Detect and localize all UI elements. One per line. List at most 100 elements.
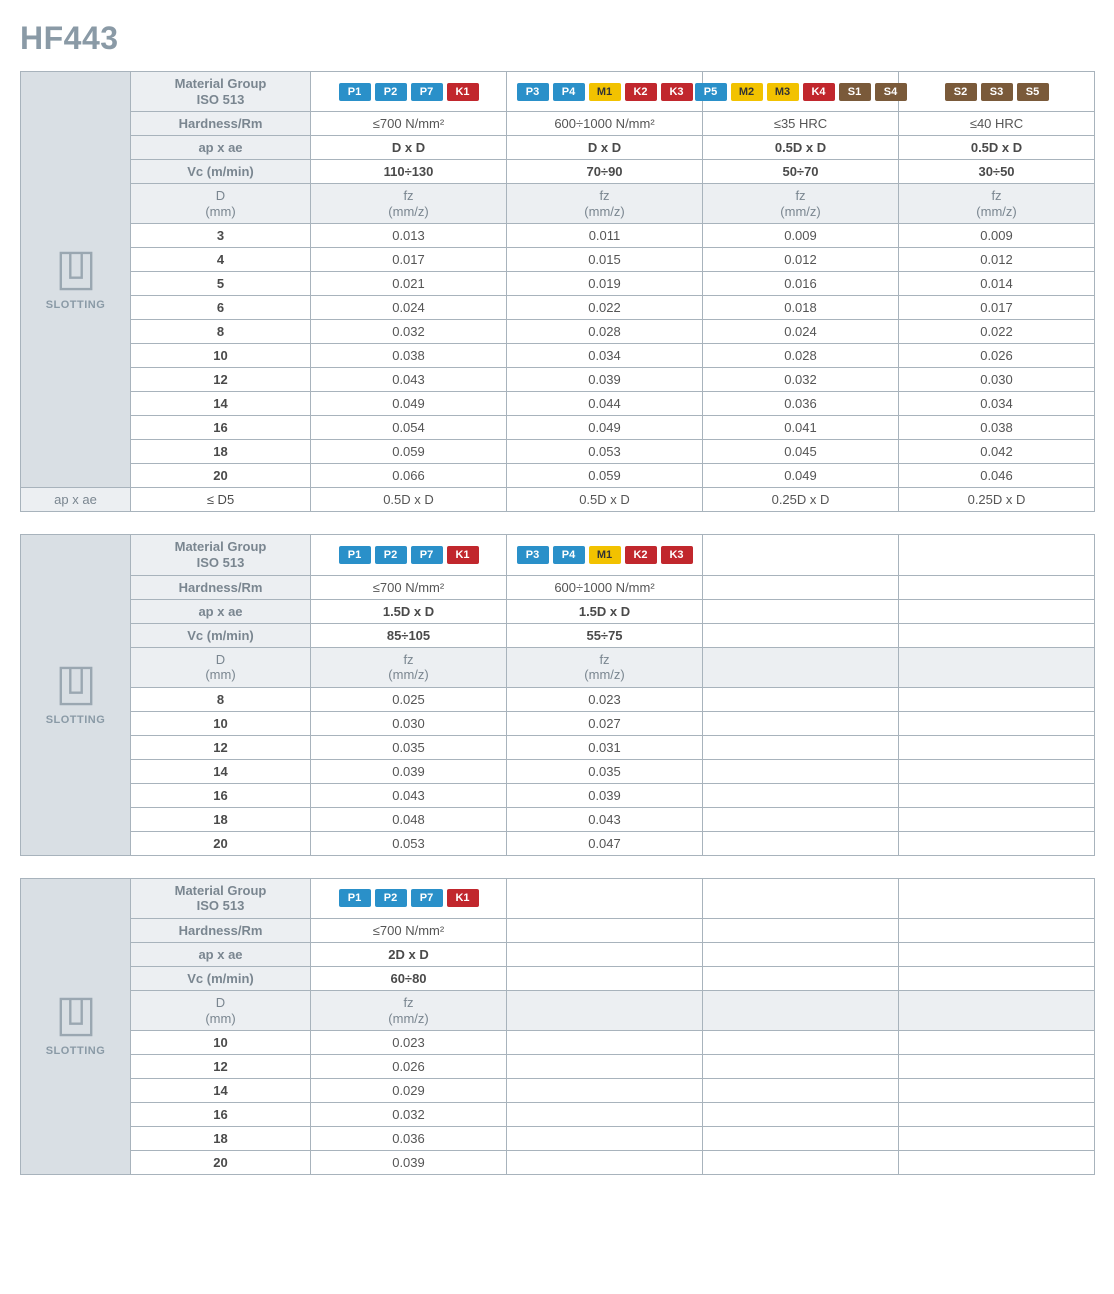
cell-D: 8 [131, 687, 311, 711]
cell-fz: 0.034 [899, 392, 1095, 416]
cell-fz [899, 1127, 1095, 1151]
cell-fz [899, 783, 1095, 807]
badge-K2: K2 [625, 546, 657, 564]
cell-fz: 0.039 [507, 783, 703, 807]
cell-fz [703, 807, 899, 831]
cell-hardness [703, 575, 899, 599]
cell-fz: 0.053 [507, 440, 703, 464]
material-badges: P3P4M1K2K3 [507, 535, 703, 575]
cell-fz: 0.038 [899, 416, 1095, 440]
cell-hardness: ≤700 N/mm² [311, 112, 507, 136]
cell-D: 10 [131, 711, 311, 735]
cell-fz: 0.049 [311, 392, 507, 416]
cell-vc: 110÷130 [311, 160, 507, 184]
badge-K2: K2 [625, 83, 657, 101]
cell-D: 20 [131, 1151, 311, 1175]
cell-fz: 0.024 [311, 296, 507, 320]
badge-S2: S2 [945, 83, 977, 101]
label-fz: fz(mm/z) [507, 184, 703, 224]
badge-P5: P5 [695, 83, 727, 101]
badge-P2: P2 [375, 889, 407, 907]
cell-fz: 0.016 [703, 272, 899, 296]
material-badges [899, 535, 1095, 575]
cell-fz: 0.027 [507, 711, 703, 735]
cell-fz [703, 1079, 899, 1103]
cell-fz: 0.021 [311, 272, 507, 296]
cell-fz [899, 831, 1095, 855]
cell-apae: 0.5D x D [703, 136, 899, 160]
cell-vc: 60÷80 [311, 966, 507, 990]
label-fz: fz(mm/z) [311, 184, 507, 224]
label-vc: Vc (m/min) [131, 966, 311, 990]
slotting-label: SLOTTING [46, 299, 106, 311]
material-badges: P3P4M1K2K3 [507, 72, 703, 112]
cell-fz [703, 1151, 899, 1175]
cell-fz: 0.025 [311, 687, 507, 711]
cell-hardness: 600÷1000 N/mm² [507, 575, 703, 599]
cell-fz: 0.039 [507, 368, 703, 392]
cutting-table-1: SLOTTING Material GroupISO 513P1P2P7K1P3… [20, 534, 1095, 855]
badge-P3: P3 [517, 546, 549, 564]
slotting-label: SLOTTING [46, 714, 106, 726]
cell-fz: 0.036 [311, 1127, 507, 1151]
cell-apae: 1.5D x D [311, 599, 507, 623]
cell-fz [507, 1031, 703, 1055]
cell-fz: 0.026 [899, 344, 1095, 368]
label-material: Material GroupISO 513 [131, 535, 311, 575]
cell-fz [507, 1151, 703, 1175]
cell-fz: 0.043 [311, 783, 507, 807]
side-panel: SLOTTING [21, 878, 131, 1174]
label-D: D(mm) [131, 184, 311, 224]
cell-fz: 0.028 [507, 320, 703, 344]
cell-fz: 0.032 [311, 1103, 507, 1127]
label-apae: ap x ae [131, 599, 311, 623]
badge-K1: K1 [447, 83, 479, 101]
cell-fz: 0.030 [899, 368, 1095, 392]
cell-fz [703, 759, 899, 783]
cell-vc [703, 966, 899, 990]
material-badges [899, 878, 1095, 918]
cell-D: 14 [131, 392, 311, 416]
cell-apae: 1.5D x D [507, 599, 703, 623]
cell-fz [703, 687, 899, 711]
cell-D: 12 [131, 368, 311, 392]
slotting-icon [57, 664, 95, 708]
badge-P3: P3 [517, 83, 549, 101]
cutting-table-0: SLOTTING Material GroupISO 513P1P2P7K1P3… [20, 71, 1095, 512]
cell-fz: 0.014 [899, 272, 1095, 296]
cell-vc [703, 623, 899, 647]
badge-K1: K1 [447, 546, 479, 564]
slotting-icon-block: SLOTTING [27, 249, 124, 311]
cell-fz: 0.009 [703, 224, 899, 248]
cell-D: 14 [131, 759, 311, 783]
cell-D: 5 [131, 272, 311, 296]
label-D: D(mm) [131, 647, 311, 687]
cell-fz: 0.047 [507, 831, 703, 855]
cell-vc [899, 623, 1095, 647]
cell-fz: 0.023 [311, 1031, 507, 1055]
cell-fz [703, 735, 899, 759]
cell-fz [899, 1079, 1095, 1103]
cell-apae [899, 942, 1095, 966]
cell-footer: 0.5D x D [507, 488, 703, 512]
cell-fz [703, 1055, 899, 1079]
cell-apae [899, 599, 1095, 623]
cell-fz: 0.049 [703, 464, 899, 488]
cell-fz [899, 1103, 1095, 1127]
label-hardness: Hardness/Rm [131, 918, 311, 942]
label-vc: Vc (m/min) [131, 623, 311, 647]
cell-apae: 2D x D [311, 942, 507, 966]
cell-fz: 0.022 [899, 320, 1095, 344]
cell-D: 14 [131, 1079, 311, 1103]
label-fz: fz(mm/z) [507, 647, 703, 687]
material-badges: P5M2M3K4S1S4 [703, 72, 899, 112]
cell-fz [703, 831, 899, 855]
cell-hardness: ≤35 HRC [703, 112, 899, 136]
cell-fz [899, 807, 1095, 831]
label-fz [703, 990, 899, 1030]
cell-fz: 0.018 [703, 296, 899, 320]
cell-footer: 0.25D x D [703, 488, 899, 512]
label-apae: ap x ae [131, 136, 311, 160]
badge-P1: P1 [339, 889, 371, 907]
cell-fz: 0.019 [507, 272, 703, 296]
